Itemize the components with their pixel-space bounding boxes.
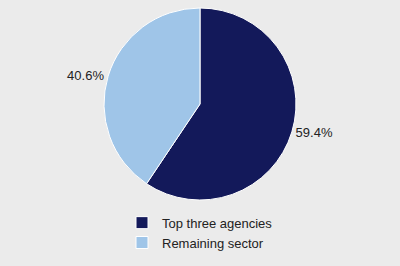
svg-text:40.6%: 40.6% (67, 68, 104, 83)
svg-text:59.4%: 59.4% (296, 125, 333, 140)
svg-text:Remaining sector: Remaining sector (162, 236, 264, 251)
svg-text:Top three agencies: Top three agencies (162, 216, 272, 231)
